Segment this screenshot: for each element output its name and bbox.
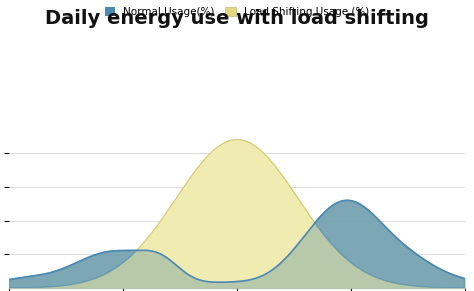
Legend: Normal Usage(%), Load Shifting Usage (%): Normal Usage(%), Load Shifting Usage (%) bbox=[100, 3, 374, 21]
Text: Daily energy use with load shifting: Daily energy use with load shifting bbox=[45, 9, 429, 28]
